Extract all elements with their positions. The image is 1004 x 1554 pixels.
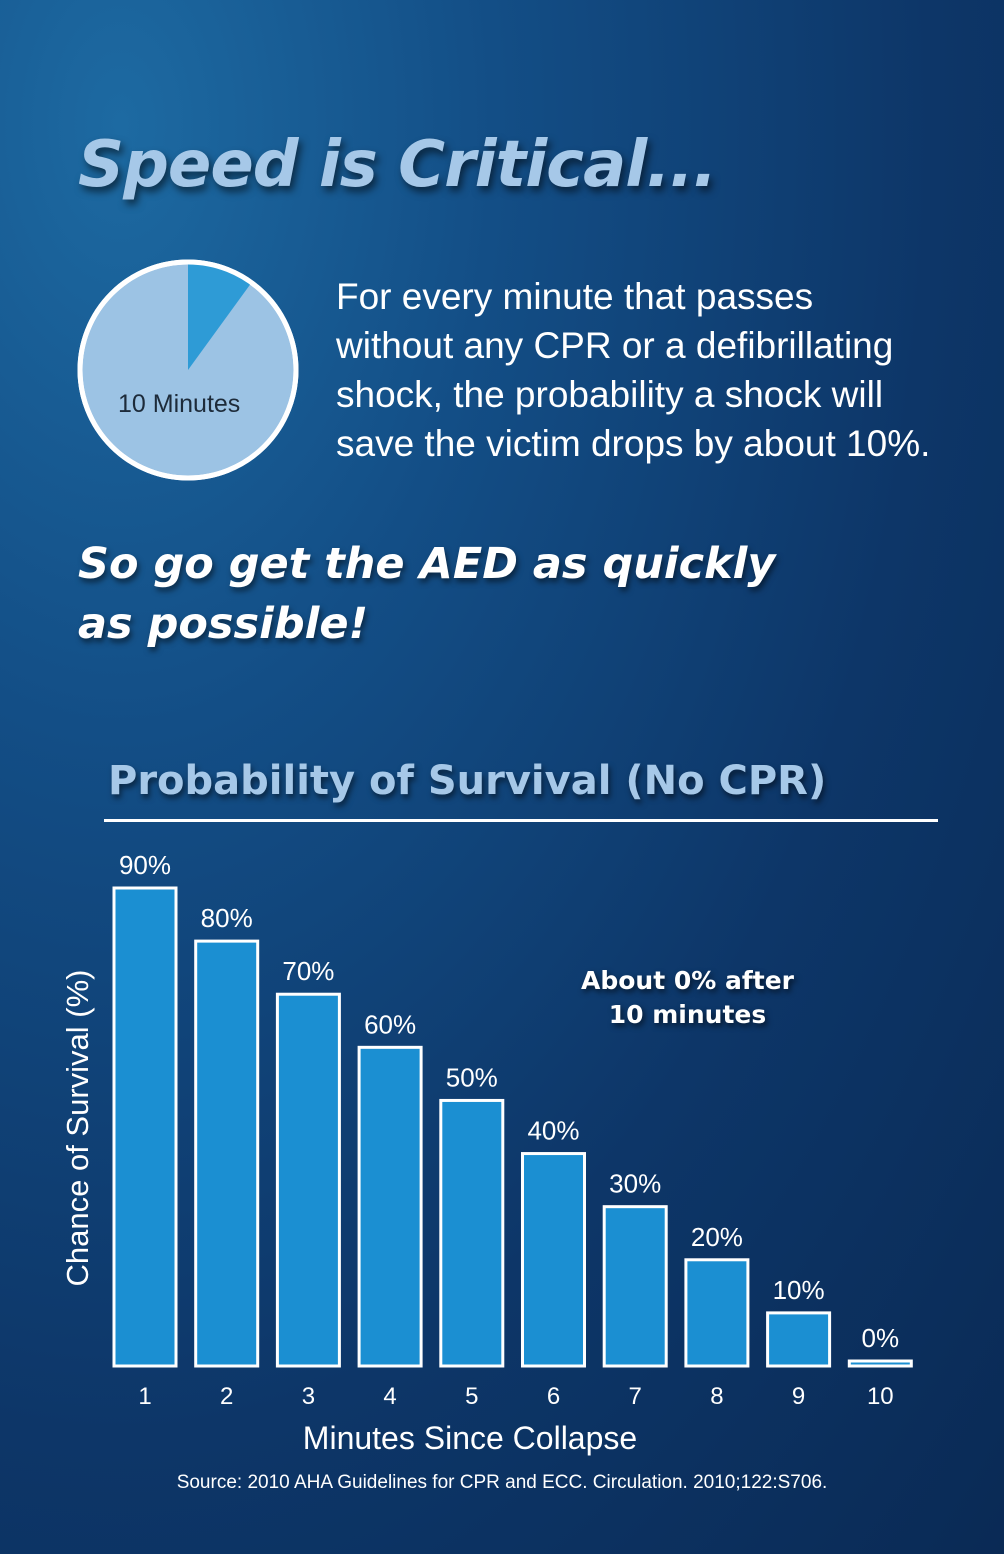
x-tick-2: 2 <box>220 1383 233 1410</box>
annotation-line-2: 10 minutes <box>608 1000 767 1029</box>
data-label-2: 80% <box>201 903 253 933</box>
data-label-6: 40% <box>527 1116 579 1146</box>
timer-pie-chart <box>70 252 306 488</box>
x-tick-8: 8 <box>710 1383 723 1410</box>
bar-5 <box>439 1098 505 1368</box>
pie-rim <box>77 259 299 481</box>
bar-8 <box>684 1258 750 1368</box>
intro-text: For every minute that passes without any… <box>336 276 931 464</box>
headline: Speed is Critical... <box>78 128 717 202</box>
x-tick-7: 7 <box>629 1383 642 1410</box>
bar-6 <box>521 1152 586 1368</box>
bar-10 <box>847 1359 913 1368</box>
x-tick-9: 9 <box>792 1383 805 1410</box>
data-label-10: 0% <box>862 1323 900 1353</box>
bar-2 <box>194 939 260 1368</box>
survival-bar-chart: 90%180%270%360%450%540%630%720%810%90%10 <box>112 850 913 1410</box>
bar-3 <box>275 992 341 1368</box>
bar-7 <box>602 1205 668 1368</box>
bar-1 <box>112 886 178 1368</box>
y-axis-label-text: Chance of Survival (%) <box>60 969 95 1287</box>
data-label-9: 10% <box>773 1275 825 1305</box>
x-tick-6: 6 <box>547 1383 560 1410</box>
x-axis-label: Minutes Since Collapse <box>302 1420 638 1456</box>
data-label-5: 50% <box>446 1062 498 1092</box>
chart-title: Probability of Survival (No CPR) <box>108 758 827 804</box>
data-label-1: 90% <box>119 850 171 880</box>
source-citation: Source: 2010 AHA Guidelines for CPR and … <box>176 1472 828 1493</box>
x-tick-3: 3 <box>302 1383 315 1410</box>
call-to-action: So go get the AED as quickly as possible… <box>78 539 776 649</box>
data-label-8: 20% <box>691 1222 743 1252</box>
chart-annotation: About 0% after 10 minutes <box>560 964 815 1032</box>
bar-9 <box>766 1311 832 1368</box>
title-divider <box>104 819 938 822</box>
x-tick-10: 10 <box>867 1383 894 1410</box>
data-label-3: 70% <box>282 956 334 986</box>
data-label-4: 60% <box>364 1009 416 1039</box>
pie-label: 10 Minutes <box>118 390 241 418</box>
data-label-7: 30% <box>609 1169 661 1199</box>
pie-slice <box>188 262 252 370</box>
x-tick-4: 4 <box>383 1383 396 1410</box>
bar-4 <box>357 1045 423 1368</box>
annotation-line-1: About 0% after <box>580 966 794 995</box>
x-tick-1: 1 <box>138 1383 151 1410</box>
x-tick-5: 5 <box>465 1383 478 1410</box>
